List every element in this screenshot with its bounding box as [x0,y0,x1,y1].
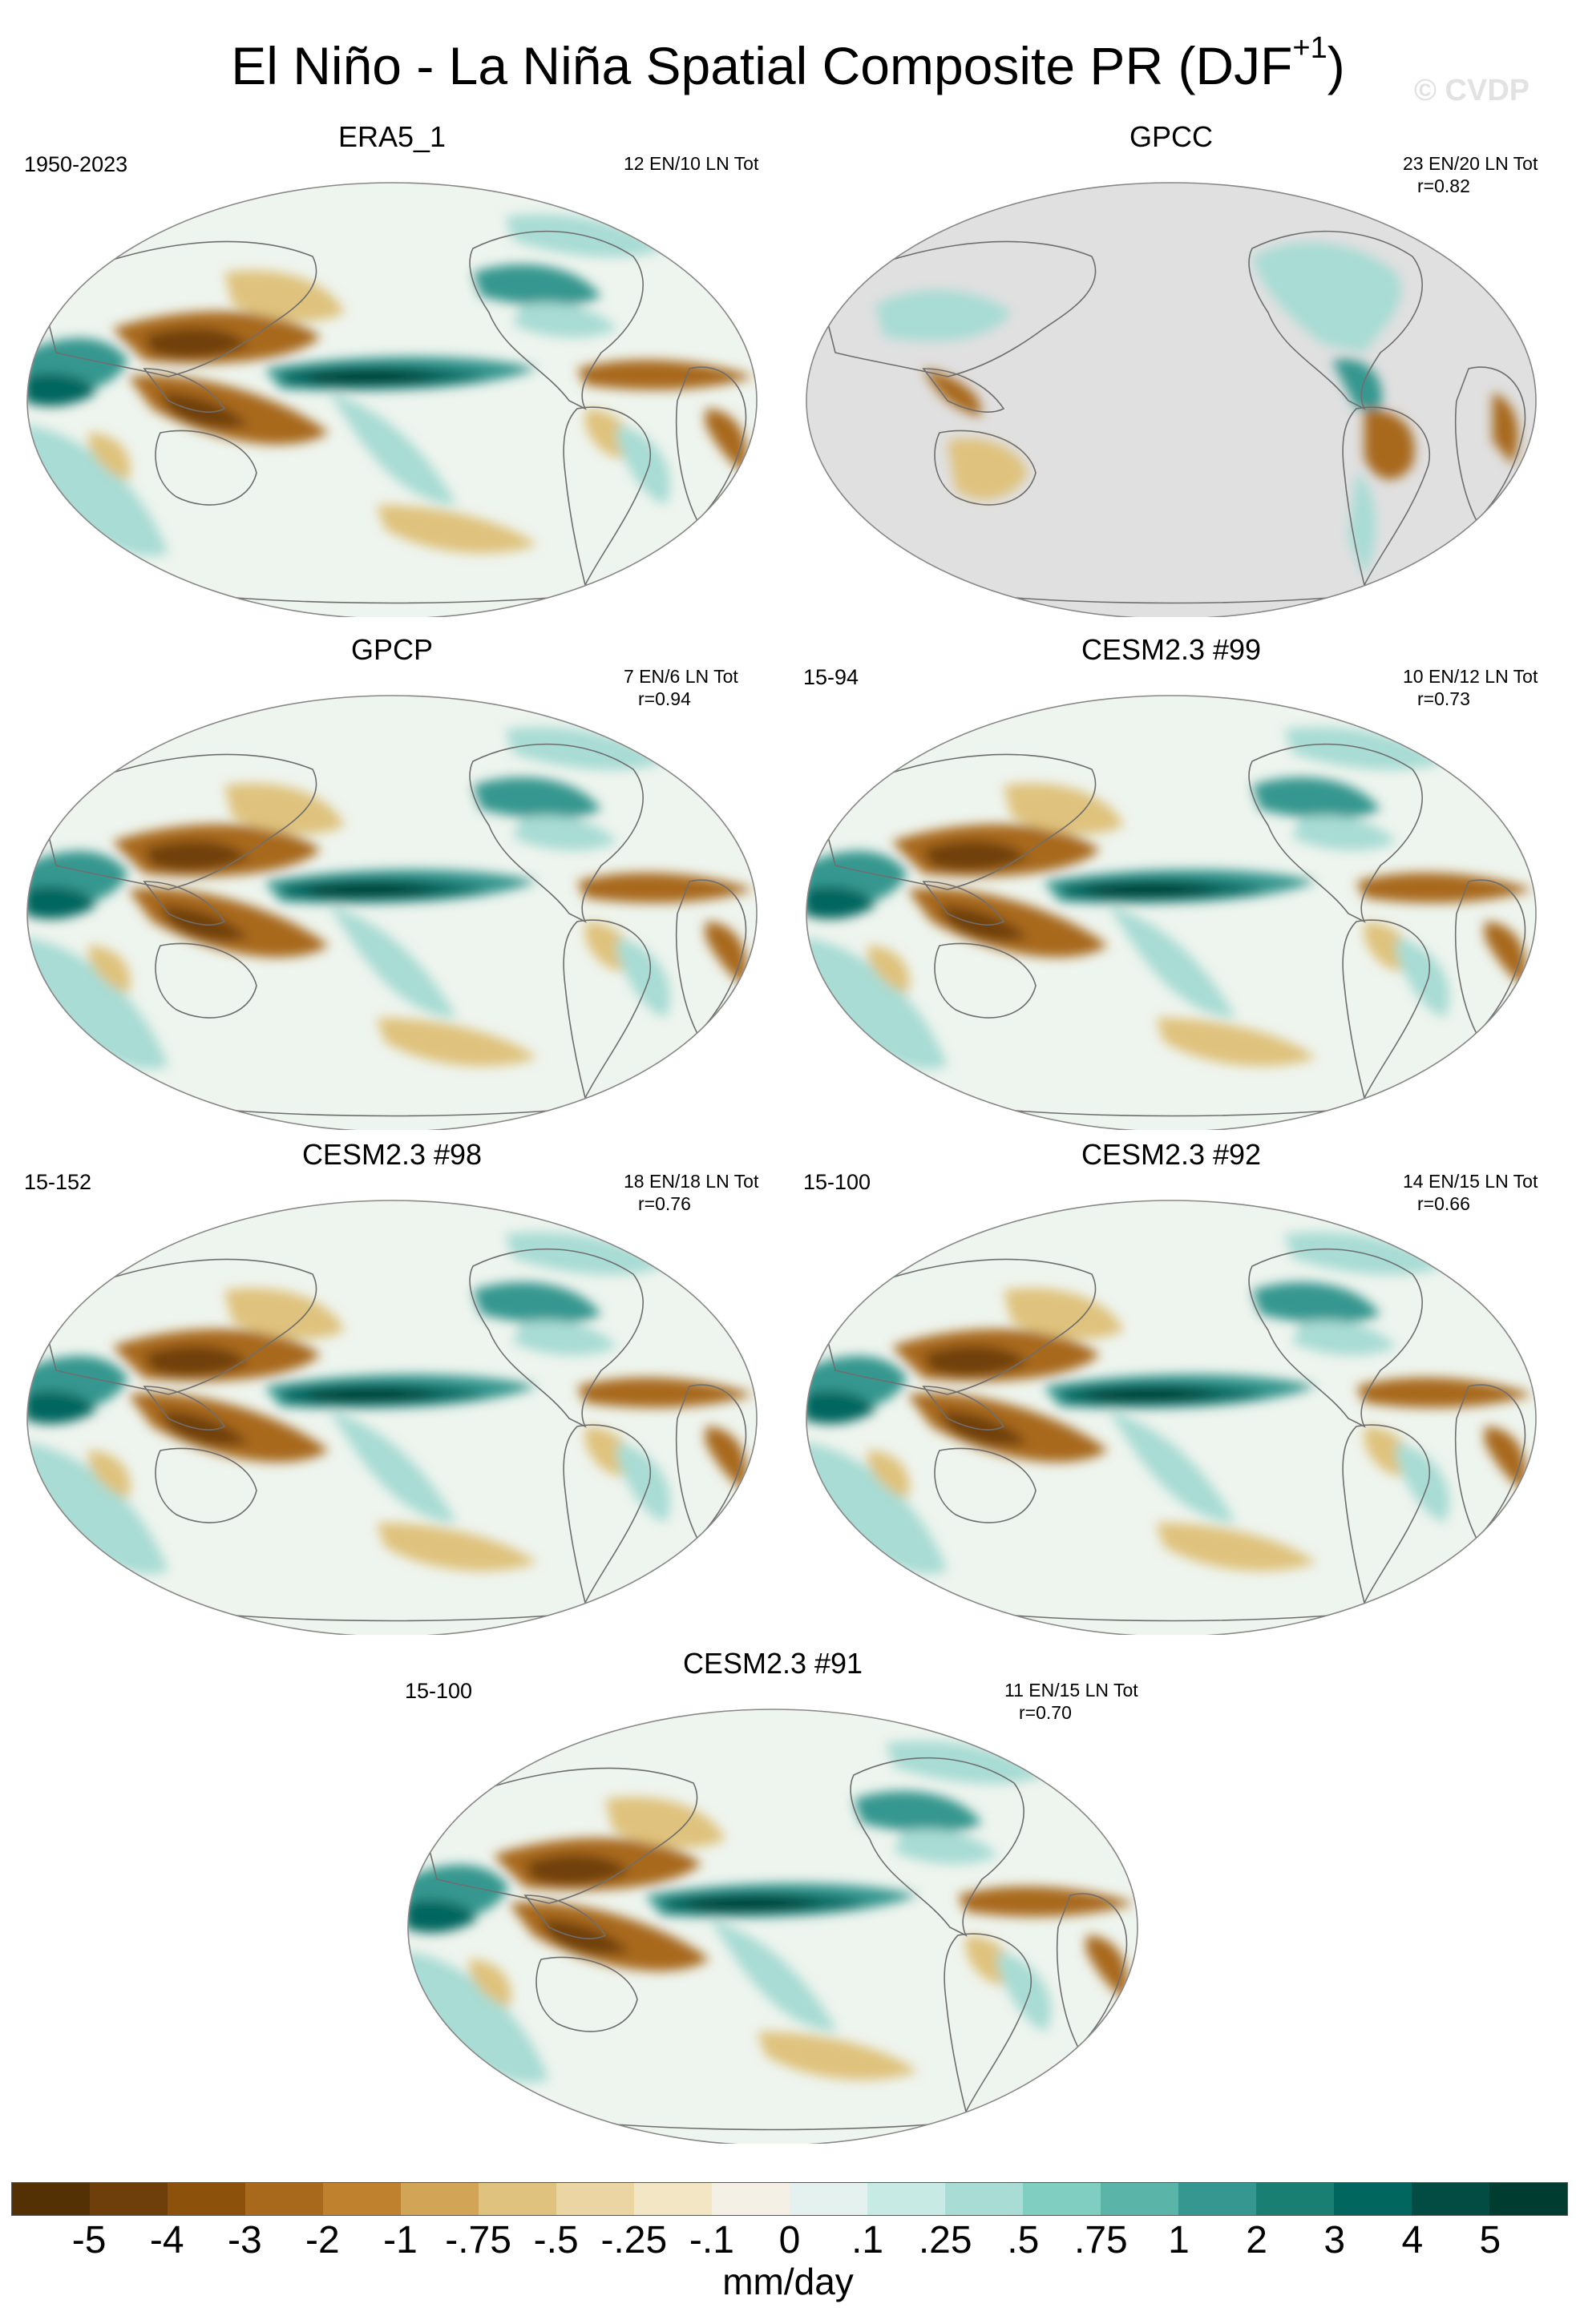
colorbar-swatch [90,2183,168,2215]
watermark: © CVDP [1414,74,1530,107]
world-map [26,695,758,1130]
event-count: 11 EN/15 LN Tot [1004,1680,1138,1701]
panel-period: 15-100 [405,1679,473,1703]
colorbar-swatch [12,2183,90,2215]
colorbar-swatch [556,2183,634,2215]
map-panel: CESM2.3 #91 15-100 11 EN/15 LN Tot r=0.70 [405,1647,1141,2160]
colorbar-tick-label: -4 [149,2219,184,2261]
colorbar-swatch [1178,2183,1256,2215]
colorbar-tick-label: .25 [918,2219,972,2261]
colorbar-units: mm/day [722,2261,854,2302]
world-map [806,1200,1537,1635]
event-count: 12 EN/10 LN Tot [624,153,759,174]
colorbar-tick-label: -2 [305,2219,340,2261]
panel-title: CESM2.3 #91 [682,1647,863,1680]
pattern-correlation: r=0.94 [638,688,691,709]
colorbar-tick-label: -1 [383,2219,418,2261]
colorbar-tick-label: -5 [71,2219,107,2261]
colorbar-tick-label: -.75 [445,2219,511,2261]
colorbar-tick-label: .5 [1007,2219,1040,2261]
event-count: 14 EN/15 LN Tot [1403,1171,1538,1192]
panel-stats: 10 EN/12 LN Tot r=0.73 [1403,665,1538,710]
colorbar-tick-label: -.25 [600,2219,668,2261]
world-map [26,182,758,617]
event-count: 10 EN/12 LN Tot [1403,666,1538,687]
colorbar-swatch [479,2183,556,2215]
colorbar-swatch [168,2183,245,2215]
pattern-correlation: r=0.76 [638,1193,691,1214]
world-map [407,1709,1138,2144]
colorbar-swatch [401,2183,479,2215]
colorbar-swatch [634,2183,712,2215]
panel-title: CESM2.3 #92 [1081,1138,1262,1171]
colorbar-tick-label: -.5 [533,2219,579,2261]
map-panel: CESM2.3 #99 15-94 10 EN/12 LN Tot r=0.73 [803,633,1539,1146]
event-count: 7 EN/6 LN Tot [624,666,738,687]
colorbar-swatch [790,2183,867,2215]
event-count: 18 EN/18 LN Tot [624,1171,759,1192]
pattern-correlation: r=0.70 [1019,1702,1072,1723]
map-panel: ERA5_1 1950-2023 12 EN/10 LN Tot [24,120,760,633]
colorbar-tick-label: 1 [1168,2219,1190,2261]
colorbar-ticks: -5 -4 -3 -2 -1 -.75 -.5 -.25 -.1 0 .1 .25 .5 .75 1 2 3 4 5 [11,2218,1568,2261]
panel-title: CESM2.3 #98 [301,1138,483,1171]
world-map [26,1200,758,1635]
figure-title: El Niño - La Niña Spatial Composite PR (… [231,31,1345,95]
world-map [806,695,1537,1130]
colorbar-swatch [323,2183,401,2215]
colorbar-tick-label: .75 [1074,2219,1128,2261]
panel-period: 1950-2023 [24,152,128,176]
panel-stats: 18 EN/18 LN Tot r=0.76 [624,1170,758,1215]
colorbar-swatch [1256,2183,1334,2215]
panel-stats: 14 EN/15 LN Tot r=0.66 [1403,1170,1538,1215]
panel-period: 15-100 [803,1170,871,1194]
panel-title: GPCC [1129,120,1213,153]
panel-stats: 23 EN/20 LN Tot r=0.82 [1403,152,1538,197]
panel-period: 15-152 [24,1170,92,1194]
colorbar-tick-label: -3 [227,2219,262,2261]
pattern-correlation: r=0.73 [1417,688,1470,709]
pattern-correlation: r=0.82 [1417,176,1470,196]
colorbar [11,2182,1568,2216]
colorbar-tick-label: 3 [1323,2219,1346,2261]
colorbar-tick-label: 4 [1401,2219,1424,2261]
colorbar-tick-label: 0 [778,2219,801,2261]
colorbar-swatch [1023,2183,1101,2215]
panel-stats: 7 EN/6 LN Tot r=0.94 [624,665,738,710]
colorbar-swatch [1334,2183,1412,2215]
colorbar-swatch [945,2183,1023,2215]
panel-title: ERA5_1 [337,120,447,153]
colorbar-swatch [867,2183,945,2215]
colorbar-tick-label: .1 [851,2219,884,2261]
colorbar-swatch [1489,2183,1567,2215]
pattern-correlation: r=0.66 [1417,1193,1470,1214]
panel-title: CESM2.3 #99 [1081,633,1262,666]
map-panel: CESM2.3 #92 15-100 14 EN/15 LN Tot r=0.66 [803,1138,1539,1651]
event-count: 23 EN/20 LN Tot [1403,153,1538,174]
map-panel: CESM2.3 #98 15-152 18 EN/18 LN Tot r=0.76 [24,1138,760,1651]
colorbar-swatch [712,2183,790,2215]
world-map [806,182,1537,617]
colorbar-swatch [1101,2183,1178,2215]
colorbar-tick-label: 5 [1479,2219,1501,2261]
map-panel: GPCP 7 EN/6 LN Tot r=0.94 [24,633,760,1146]
panel-stats: 12 EN/10 LN Tot [624,152,758,175]
panel-period: 15-94 [803,665,859,689]
panel-title: GPCP [350,633,434,666]
colorbar-tick-label: 2 [1246,2219,1267,2261]
colorbar-swatch [1412,2183,1489,2215]
colorbar-swatch [245,2183,323,2215]
panel-stats: 11 EN/15 LN Tot r=0.70 [1004,1679,1138,1724]
map-panel: GPCC 23 EN/20 LN Tot r=0.82 [803,120,1539,633]
colorbar-tick-label: -.1 [689,2219,734,2261]
